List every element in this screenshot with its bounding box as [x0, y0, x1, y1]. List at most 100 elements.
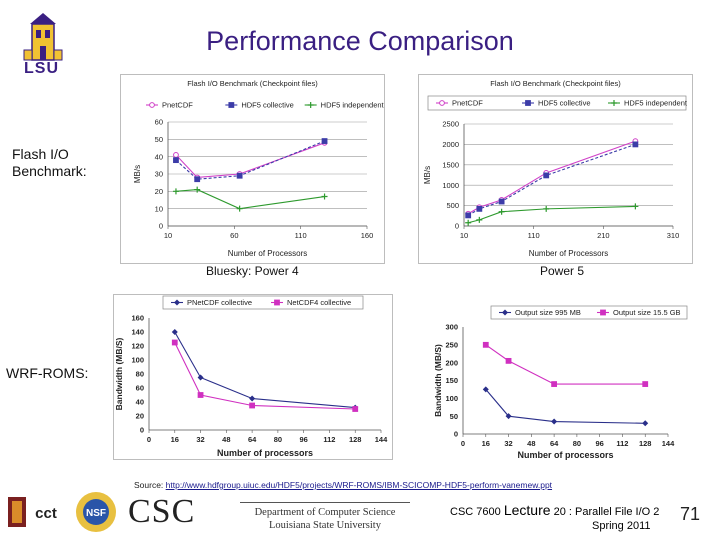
data-point: [249, 395, 256, 402]
data-point: [632, 203, 639, 210]
data-point: [476, 216, 483, 223]
chart-wrf-bluesky: PNetCDF collective NetCDF4 collective 0 20 4…: [113, 294, 393, 465]
data-point: [236, 172, 243, 179]
x-axis-label: Number of processors: [517, 450, 613, 460]
data-point: [543, 205, 550, 212]
nsf-logo: NSF: [74, 490, 118, 534]
data-point: [632, 141, 639, 148]
chart-flash-bluesky-svg: Flash I/O Benchmark (Checkpoint files) Pn…: [120, 74, 385, 264]
footer-lecture-title: 20 : Parallel File I/O 2: [553, 506, 660, 518]
y-axis-label: Bandwidth (MB/S): [433, 344, 443, 417]
y-tick-label: 160: [131, 314, 144, 323]
y-tick-label: 50: [450, 412, 458, 421]
y-tick-label: 120: [131, 342, 144, 351]
wrf-roms-row-label: WRF-ROMS:: [6, 365, 89, 381]
legend-marker: [611, 100, 617, 106]
legend-marker: [174, 299, 180, 306]
x-tick-label: 0: [147, 435, 151, 444]
chart-flash-power5-svg: Flash I/O Benchmark (Checkpoint files) Pn…: [418, 74, 693, 264]
legend-marker: [600, 309, 606, 316]
chart-legend: Output size 995 MB Output size 15.5 GB: [490, 305, 688, 320]
legend-box: [490, 305, 688, 320]
data-point: [171, 329, 178, 335]
row-label-line: Benchmark:: [12, 163, 87, 179]
department-rule: [240, 502, 410, 503]
legend-box: [162, 295, 364, 310]
x-tick-label: 48: [222, 435, 230, 444]
series-hdf5-independent: [172, 186, 328, 212]
x-tick-label: 210: [597, 231, 610, 240]
data-point: [543, 172, 550, 179]
chart-title: Flash I/O Benchmark (Checkpoint files): [490, 79, 621, 88]
data-point: [171, 339, 178, 346]
chart-flash-power5: Flash I/O Benchmark (Checkpoint files) Pn…: [418, 74, 693, 269]
y-axis-label: MB/s: [133, 165, 142, 183]
x-tick-label: 144: [375, 435, 388, 444]
legend-marker: [502, 309, 508, 316]
x-tick-label: 310: [667, 231, 680, 240]
y-tick-label: 0: [140, 426, 144, 435]
footer-course-line: CSC 7600 Lecture 20 : Parallel File I/O …: [450, 502, 659, 518]
y-tick-label: 0: [454, 430, 458, 439]
series-line: [175, 140, 325, 180]
chart-legend: PnetCDF HDF5 collective HDF5 independent: [427, 95, 688, 111]
y-tick-label: 200: [445, 358, 458, 367]
data-point: [642, 381, 649, 387]
data-point: [173, 152, 179, 158]
y-tick-label: 20: [155, 187, 163, 196]
slide-title: Performance Comparison: [206, 26, 514, 56]
data-point: [194, 176, 201, 183]
series-line: [174, 331, 356, 409]
legend-label: PnetCDF: [162, 101, 193, 110]
data-point: [249, 402, 256, 409]
data-point: [194, 186, 201, 193]
x-tick-label: 10: [460, 231, 468, 240]
nsf-text: NSF: [86, 508, 106, 519]
series-hdf5-collective: [465, 141, 639, 219]
legend-marker: [274, 299, 280, 306]
legend-label: HDF5 collective: [241, 101, 294, 110]
x-axis-label: Number of processors: [217, 448, 313, 458]
data-point: [505, 357, 512, 364]
series-line: [175, 142, 325, 179]
y-tick-label: 30: [155, 170, 163, 179]
page-number: 71: [680, 504, 701, 524]
source-link[interactable]: http://www.hdfgroup.uiuc.edu/HDF5/projec…: [165, 480, 553, 490]
data-point: [197, 374, 204, 381]
chart-title: Flash I/O Benchmark (Checkpoint files): [187, 79, 318, 88]
x-axis-label: Number of Processors: [529, 249, 609, 258]
source-prefix: Source:: [134, 480, 166, 490]
legend-label: HDF5 collective: [538, 99, 591, 108]
chart-frame: [120, 74, 385, 264]
y-tick-label: 1500: [442, 160, 459, 169]
y-tick-label: 1000: [442, 181, 459, 190]
csc-logo: CSC: [128, 494, 195, 530]
chart-frame: [418, 74, 693, 264]
y-tick-label: 100: [445, 394, 458, 403]
data-point: [465, 219, 472, 226]
x-tick-label: 64: [248, 435, 257, 444]
legend-label: Output size 15.5 GB: [613, 308, 681, 317]
legend-label: PNetCDF collective: [187, 298, 252, 307]
series-line: [174, 342, 356, 410]
series-pnetcdf-collective: [171, 329, 359, 411]
x-tick-label: 80: [573, 439, 581, 448]
series-netcdf4-collective: [171, 339, 359, 412]
y-axis-label: Bandwidth (MB/S): [114, 337, 124, 410]
y-tick-label: 10: [155, 204, 163, 213]
y-tick-label: 60: [155, 118, 163, 127]
series-line: [485, 389, 646, 424]
data-point: [197, 392, 204, 398]
x-tick-label: 64: [550, 439, 559, 448]
legend-label: HDF5 independent: [624, 99, 688, 108]
legend-marker: [228, 102, 235, 108]
lsu-logo: LSU: [18, 10, 68, 80]
x-tick-label: 80: [274, 435, 282, 444]
data-point: [482, 386, 489, 393]
series-line: [467, 143, 636, 216]
y-tick-label: 2500: [442, 120, 459, 129]
data-point: [505, 413, 512, 420]
source-line: Source: http://www.hdfgroup.uiuc.edu/HDF…: [134, 480, 552, 490]
data-point: [498, 208, 505, 215]
footer-lecture: Lecture: [503, 502, 551, 518]
